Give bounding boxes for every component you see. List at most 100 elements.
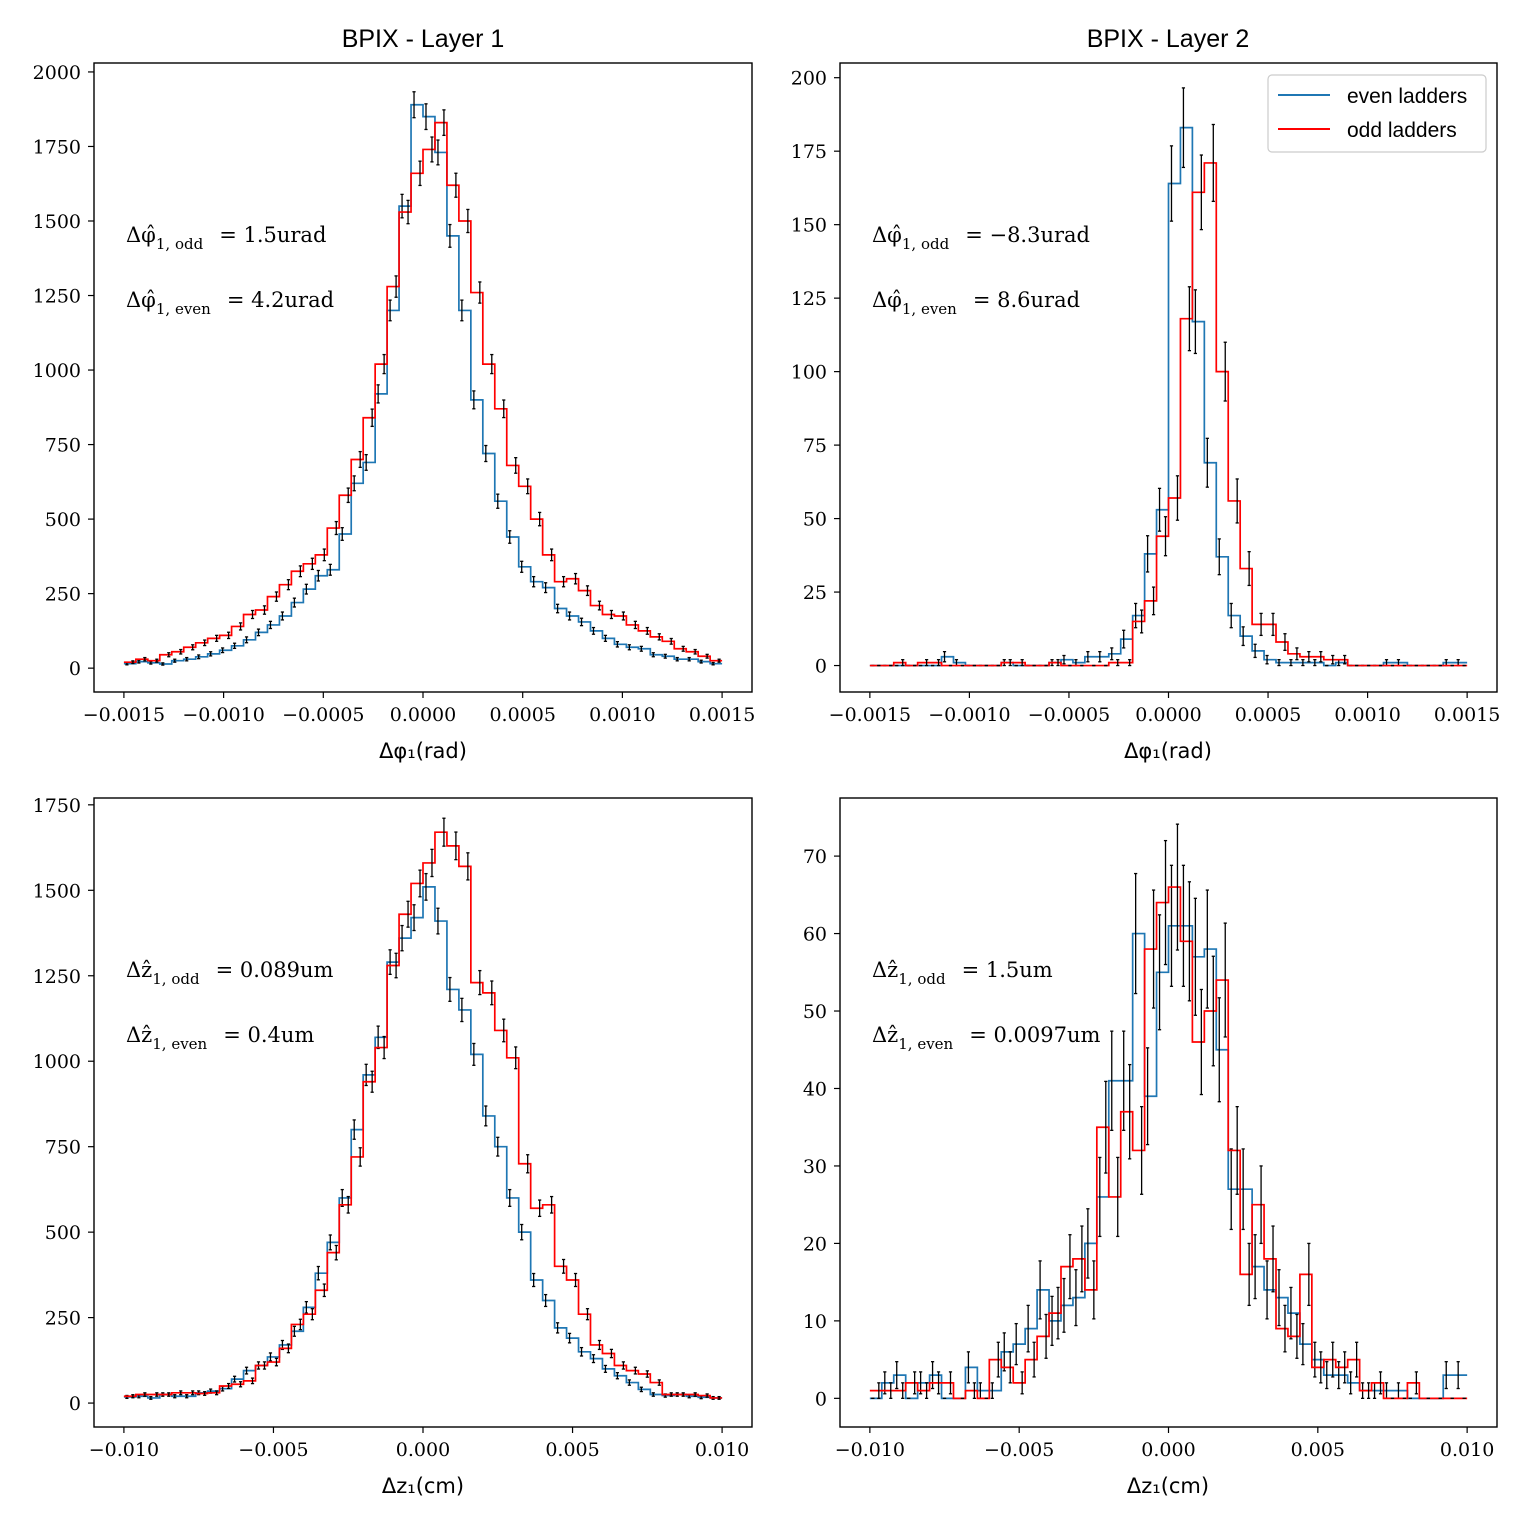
histogram-odd — [869, 162, 1468, 667]
error-bars-odd — [877, 823, 1466, 1399]
x-axis-label: Δφ₁(rad) — [1124, 739, 1212, 763]
y-tick-label: 500 — [45, 509, 81, 531]
x-tick-label: 0.000 — [396, 1439, 450, 1461]
y-tick-label: 60 — [803, 924, 827, 946]
y-tick-label: 50 — [803, 1001, 827, 1023]
annotation-symbol: Δẑ — [126, 958, 152, 982]
annotation-symbol: Δφ̂ — [872, 288, 902, 312]
annotation-subscript: 1, even — [902, 300, 957, 318]
y-tick-label: 125 — [791, 288, 827, 310]
annotation-odd: Δφ̂1, odd = 1.5urad — [126, 223, 326, 253]
y-tick-label: 250 — [45, 584, 81, 606]
y-tick-label: 25 — [803, 582, 827, 604]
y-tick-label: 0 — [69, 658, 81, 680]
annotation-even: Δφ̂1, even = 8.6urad — [872, 288, 1080, 318]
x-tick-label: 0.010 — [695, 1439, 749, 1461]
annotation-symbol: Δφ̂ — [872, 223, 902, 247]
x-tick-label: 0.0015 — [1434, 704, 1500, 726]
panel-layer1-dz: Δz₁(cm) −0.010 −0.005 0.000 0.005 0.010 0 250 5… — [33, 795, 753, 1498]
annotation-value: = 4.2urad — [227, 288, 334, 312]
x-axis-label: Δz₁(cm) — [382, 1474, 464, 1498]
x-tick-label: 0.0005 — [1235, 704, 1301, 726]
y-tick-label: 70 — [803, 846, 827, 868]
y-tick-label: 0 — [815, 1388, 827, 1410]
histogram-even — [123, 103, 723, 665]
y-tick-label: 30 — [803, 1156, 827, 1178]
annotation-value: = 8.6urad — [973, 288, 1080, 312]
y-tick-label: 1500 — [33, 880, 81, 902]
annotation-subscript: 1, odd — [156, 235, 204, 253]
x-tick-label: −0.0005 — [282, 704, 364, 726]
y-tick-label: 175 — [791, 141, 827, 163]
x-tick-label: −0.0005 — [1028, 704, 1110, 726]
error-bars-even — [125, 91, 715, 666]
x-tick-label: 0.000 — [1141, 1439, 1195, 1461]
y-tick-label: 2000 — [33, 62, 81, 84]
annotation-value: = 0.0097um — [969, 1023, 1100, 1047]
panel-layer2-dz: Δz₁(cm) −0.010 −0.005 0.000 0.005 0.010 0 10 20… — [803, 797, 1498, 1498]
y-tick-label: 1000 — [33, 1051, 81, 1073]
x-tick-label: 0.005 — [1291, 1439, 1345, 1461]
annotation-symbol: Δφ̂ — [126, 288, 156, 312]
x-tick-label: 0.0010 — [589, 704, 655, 726]
histogram-odd — [123, 121, 723, 664]
x-tick-label: 0.010 — [1440, 1439, 1494, 1461]
annotation-subscript: 1, even — [156, 300, 211, 318]
x-tick-label: −0.010 — [835, 1439, 905, 1461]
annotation-value: = 1.5um — [962, 958, 1053, 982]
annotation-even: Δẑ1, even = 0.4um — [126, 1023, 314, 1053]
annotation-symbol: Δẑ — [872, 1023, 898, 1047]
panel-layer1-dphi: BPIX - Layer 1 Δφ₁(rad) −0.0015 −0.0010 −0… — [33, 25, 756, 763]
annotation-even: Δẑ1, even = 0.0097um — [872, 1023, 1100, 1053]
y-tick-label: 750 — [45, 435, 81, 457]
x-tick-label: −0.005 — [984, 1439, 1054, 1461]
x-axis-label: Δz₁(cm) — [1127, 1474, 1209, 1498]
annotation-subscript: 1, odd — [898, 970, 946, 988]
x-tick-label: −0.0015 — [829, 704, 911, 726]
x-tick-label: 0.0010 — [1334, 704, 1400, 726]
legend-label-odd: odd ladders — [1347, 119, 1457, 142]
y-tick-label: 40 — [803, 1078, 827, 1100]
x-tick-label: −0.010 — [89, 1439, 159, 1461]
y-tick-label: 500 — [45, 1222, 81, 1244]
error-bars-odd — [131, 817, 721, 1400]
histogram-odd — [123, 831, 723, 1399]
x-tick-label: −0.0010 — [182, 704, 264, 726]
histogram-odd — [869, 886, 1468, 1400]
error-bars-odd — [131, 109, 721, 665]
annotation-value: = −8.3urad — [965, 223, 1090, 247]
x-tick-label: −0.0015 — [83, 704, 165, 726]
annotation-value: = 0.4um — [223, 1023, 314, 1047]
histogram-even — [869, 924, 1468, 1400]
x-tick-label: 0.0000 — [390, 704, 456, 726]
legend: even ladders odd ladders — [1267, 74, 1487, 153]
x-tick-label: 0.005 — [545, 1439, 599, 1461]
y-tick-label: 200 — [791, 68, 827, 90]
x-tick-label: 0.0005 — [489, 704, 555, 726]
x-tick-label: 0.0000 — [1135, 704, 1201, 726]
y-tick-label: 150 — [791, 215, 827, 237]
annotation-value: = 1.5urad — [219, 223, 326, 247]
x-tick-label: −0.005 — [238, 1439, 308, 1461]
y-tick-label: 1750 — [33, 795, 81, 817]
annotation-even: Δφ̂1, even = 4.2urad — [126, 288, 334, 318]
y-tick-label: 1250 — [33, 966, 81, 988]
y-tick-label: 1500 — [33, 211, 81, 233]
y-tick-label: 1000 — [33, 360, 81, 382]
x-axis-label: Δφ₁(rad) — [379, 739, 467, 763]
annotation-subscript: 1, even — [898, 1035, 953, 1053]
annotation-value: = 0.089um — [216, 958, 334, 982]
x-tick-label: 0.0015 — [689, 704, 755, 726]
y-tick-label: 250 — [45, 1308, 81, 1330]
annotation-odd: Δẑ1, odd = 0.089um — [126, 958, 333, 988]
y-tick-label: 0 — [815, 656, 827, 678]
y-tick-label: 1250 — [33, 286, 81, 308]
y-tick-label: 1750 — [33, 136, 81, 158]
panel-title: BPIX - Layer 1 — [342, 25, 505, 53]
y-tick-label: 10 — [803, 1311, 827, 1333]
panel-title: BPIX - Layer 2 — [1087, 25, 1250, 53]
y-tick-label: 750 — [45, 1137, 81, 1159]
y-tick-label: 0 — [69, 1393, 81, 1415]
annotation-symbol: Δẑ — [872, 958, 898, 982]
